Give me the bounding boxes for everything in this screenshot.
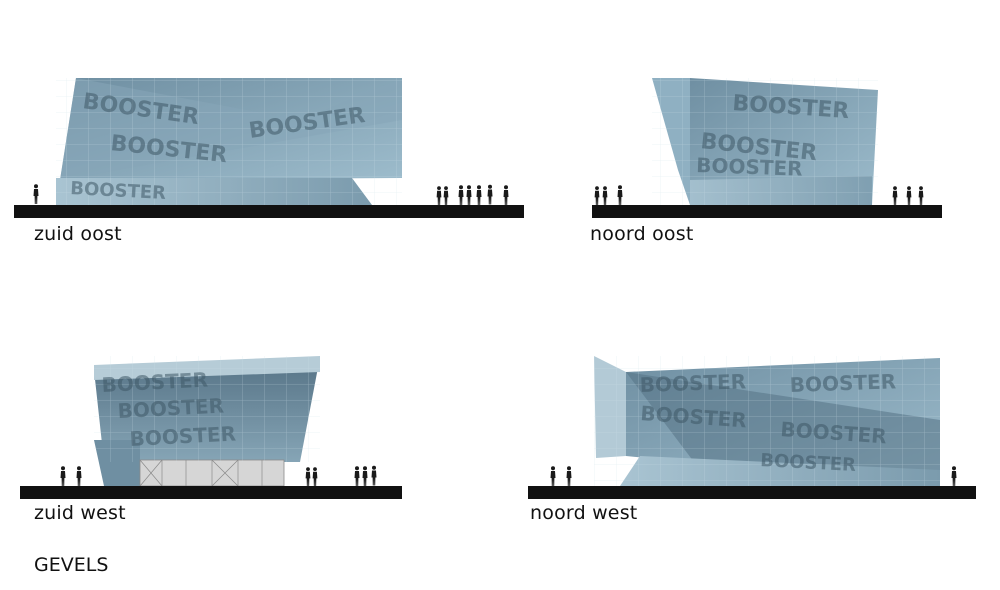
elevation-zuid-oost: BOOSTER BOOSTER BOOSTER BOOSTER xyxy=(14,78,524,218)
ground-line xyxy=(592,205,942,218)
facade-lettering: BOOSTER xyxy=(129,421,236,451)
facade-lettering: BOOSTER xyxy=(639,369,746,397)
ground-line xyxy=(20,486,402,499)
elevation-zuid-west: BOOSTER BOOSTER BOOSTER xyxy=(20,356,402,499)
facade-lettering: BOOSTER xyxy=(101,367,208,397)
facade-lettering: BOOSTER xyxy=(117,393,224,423)
elevation-label-noord-west: noord west xyxy=(530,502,638,524)
facade-lettering: BOOSTER xyxy=(789,369,896,397)
elevation-noord-oost: BOOSTER BOOSTER BOOSTER xyxy=(592,78,942,218)
ground-line xyxy=(528,486,976,499)
elevation-label-zuid-oost: zuid oost xyxy=(34,223,122,245)
facade-lettering: BOOSTER xyxy=(760,450,857,476)
facade-lettering: BOOSTER xyxy=(696,153,803,181)
facade-lettering: BOOSTER xyxy=(70,178,167,204)
elevation-label-zuid-west: zuid west xyxy=(34,502,126,524)
elevation-noord-west: BOOSTER BOOSTER BOOSTER BOOSTER BOOSTER xyxy=(528,356,976,499)
sheet-title: GEVELS xyxy=(34,554,109,576)
ground-line xyxy=(14,205,524,218)
entrance-mullions xyxy=(139,459,263,487)
elevation-label-noord-oost: noord oost xyxy=(590,223,694,245)
